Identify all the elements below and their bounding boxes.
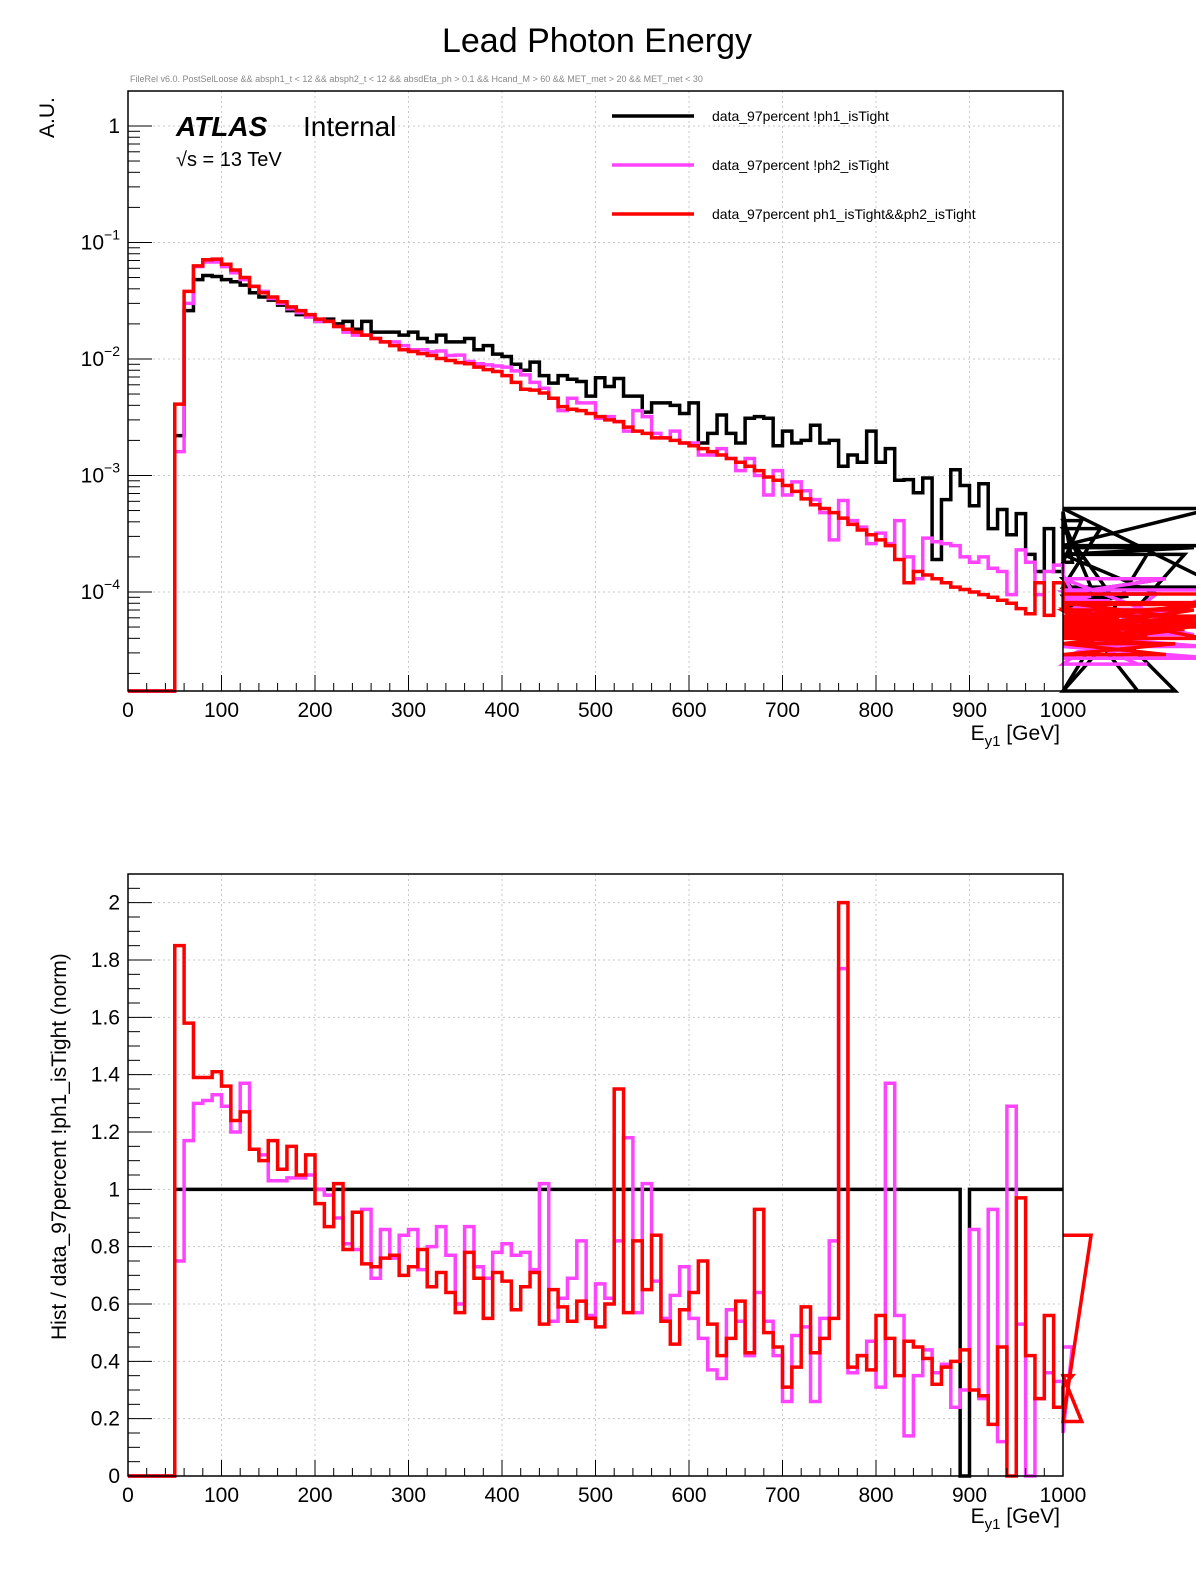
- y-tick-label: 10−2: [81, 343, 121, 371]
- y-tick-label: 1: [108, 1178, 120, 1201]
- histogram-series-2: [128, 260, 1196, 693]
- x-tick-label: 1000: [1040, 1484, 1087, 1507]
- x-tick-label: 700: [765, 1484, 800, 1507]
- y-tick-label: 0.6: [91, 1293, 120, 1316]
- y-tick-label: 1: [108, 115, 120, 138]
- y-tick-label: 10−1: [81, 226, 121, 254]
- x-tick-label: 800: [858, 699, 893, 722]
- top-x-axis-label: Ey1 [GeV]: [971, 722, 1060, 750]
- y-tick-label: 10−3: [81, 459, 121, 487]
- atlas-status-label: Internal: [303, 111, 396, 142]
- selection-cuts-text: FileRel v6.0. PostSelLoose && absph1_t <…: [130, 74, 703, 84]
- y-tick-label: 1.2: [91, 1121, 120, 1144]
- atlas-label: ATLAS: [175, 111, 268, 142]
- x-tick-label: 900: [952, 699, 987, 722]
- histogram-series-1: [128, 273, 1196, 693]
- ratio-y-axis-label: Hist / data_97percent !ph1_isTight (norm…: [48, 953, 71, 1340]
- ratio-plot-panel: 0 100 200 300 400 500 600 700 800 900 1000 0 0.2 0.4 0…: [48, 873, 1094, 1533]
- y-tick-label: 1.6: [91, 1006, 120, 1029]
- y-tick-label: 2: [108, 892, 120, 915]
- x-tick-label: 200: [297, 1484, 332, 1507]
- x-tick-label: 500: [578, 699, 613, 722]
- ratio-series-group: [128, 900, 1094, 1478]
- x-tick-label: 100: [204, 1484, 239, 1507]
- histogram-series-2: [128, 966, 1075, 1478]
- x-tick-label: 1000: [1040, 699, 1087, 722]
- x-tick-label: 0: [122, 699, 134, 722]
- y-tick-label: 0.8: [91, 1236, 120, 1259]
- legend-entry-label: data_97percent !ph2_isTight: [712, 157, 889, 173]
- x-tick-label: 700: [765, 699, 800, 722]
- x-tick-label: 300: [391, 1484, 426, 1507]
- histogram-series-1: [128, 1187, 1063, 1478]
- chart-title: Lead Photon Energy: [442, 22, 752, 60]
- top-axis-ticks: 0 100 200 300 400 500 600 700 800 900 1000 1 10−1 10−…: [81, 115, 1087, 722]
- ratio-axis-ticks: 0 100 200 300 400 500 600 700 800 900 1000 0 0.2 0.4 0…: [91, 887, 1087, 1507]
- y-tick-label: 0: [108, 1465, 120, 1488]
- x-tick-label: 500: [578, 1484, 613, 1507]
- energy-label: √s = 13 TeV: [176, 149, 282, 171]
- top-plot-panel: 0 100 200 300 400 500 600 700 800 900 1000 1 10−1 10−…: [36, 90, 1196, 750]
- x-tick-label: 400: [484, 699, 519, 722]
- y-tick-label: 1.4: [91, 1064, 121, 1087]
- top-series-group: [128, 257, 1196, 693]
- x-tick-label: 200: [297, 699, 332, 722]
- ratio-x-axis-label: Ey1 [GeV]: [971, 1505, 1060, 1533]
- x-tick-label: 800: [858, 1484, 893, 1507]
- legend: data_97percent !ph1_isTight data_97percen…: [612, 108, 976, 222]
- x-tick-label: 400: [484, 1484, 519, 1507]
- legend-entry-label: data_97percent ph1_isTight&&ph2_isTight: [712, 206, 976, 222]
- histogram-series-3: [128, 900, 1094, 1478]
- x-tick-label: 0: [122, 1484, 134, 1507]
- legend-entry-label: data_97percent !ph1_isTight: [712, 108, 889, 124]
- x-tick-label: 900: [952, 1484, 987, 1507]
- x-tick-label: 300: [391, 699, 426, 722]
- histogram-series-3: [128, 257, 1196, 693]
- y-tick-label: 0.4: [91, 1350, 121, 1373]
- y-tick-label: 10−4: [81, 576, 121, 604]
- x-tick-label: 600: [671, 1484, 706, 1507]
- top-y-axis-label: A.U.: [36, 97, 59, 138]
- y-tick-label: 1.8: [91, 949, 120, 972]
- x-tick-label: 600: [671, 699, 706, 722]
- y-tick-label: 0.2: [91, 1408, 120, 1431]
- x-tick-label: 100: [204, 699, 239, 722]
